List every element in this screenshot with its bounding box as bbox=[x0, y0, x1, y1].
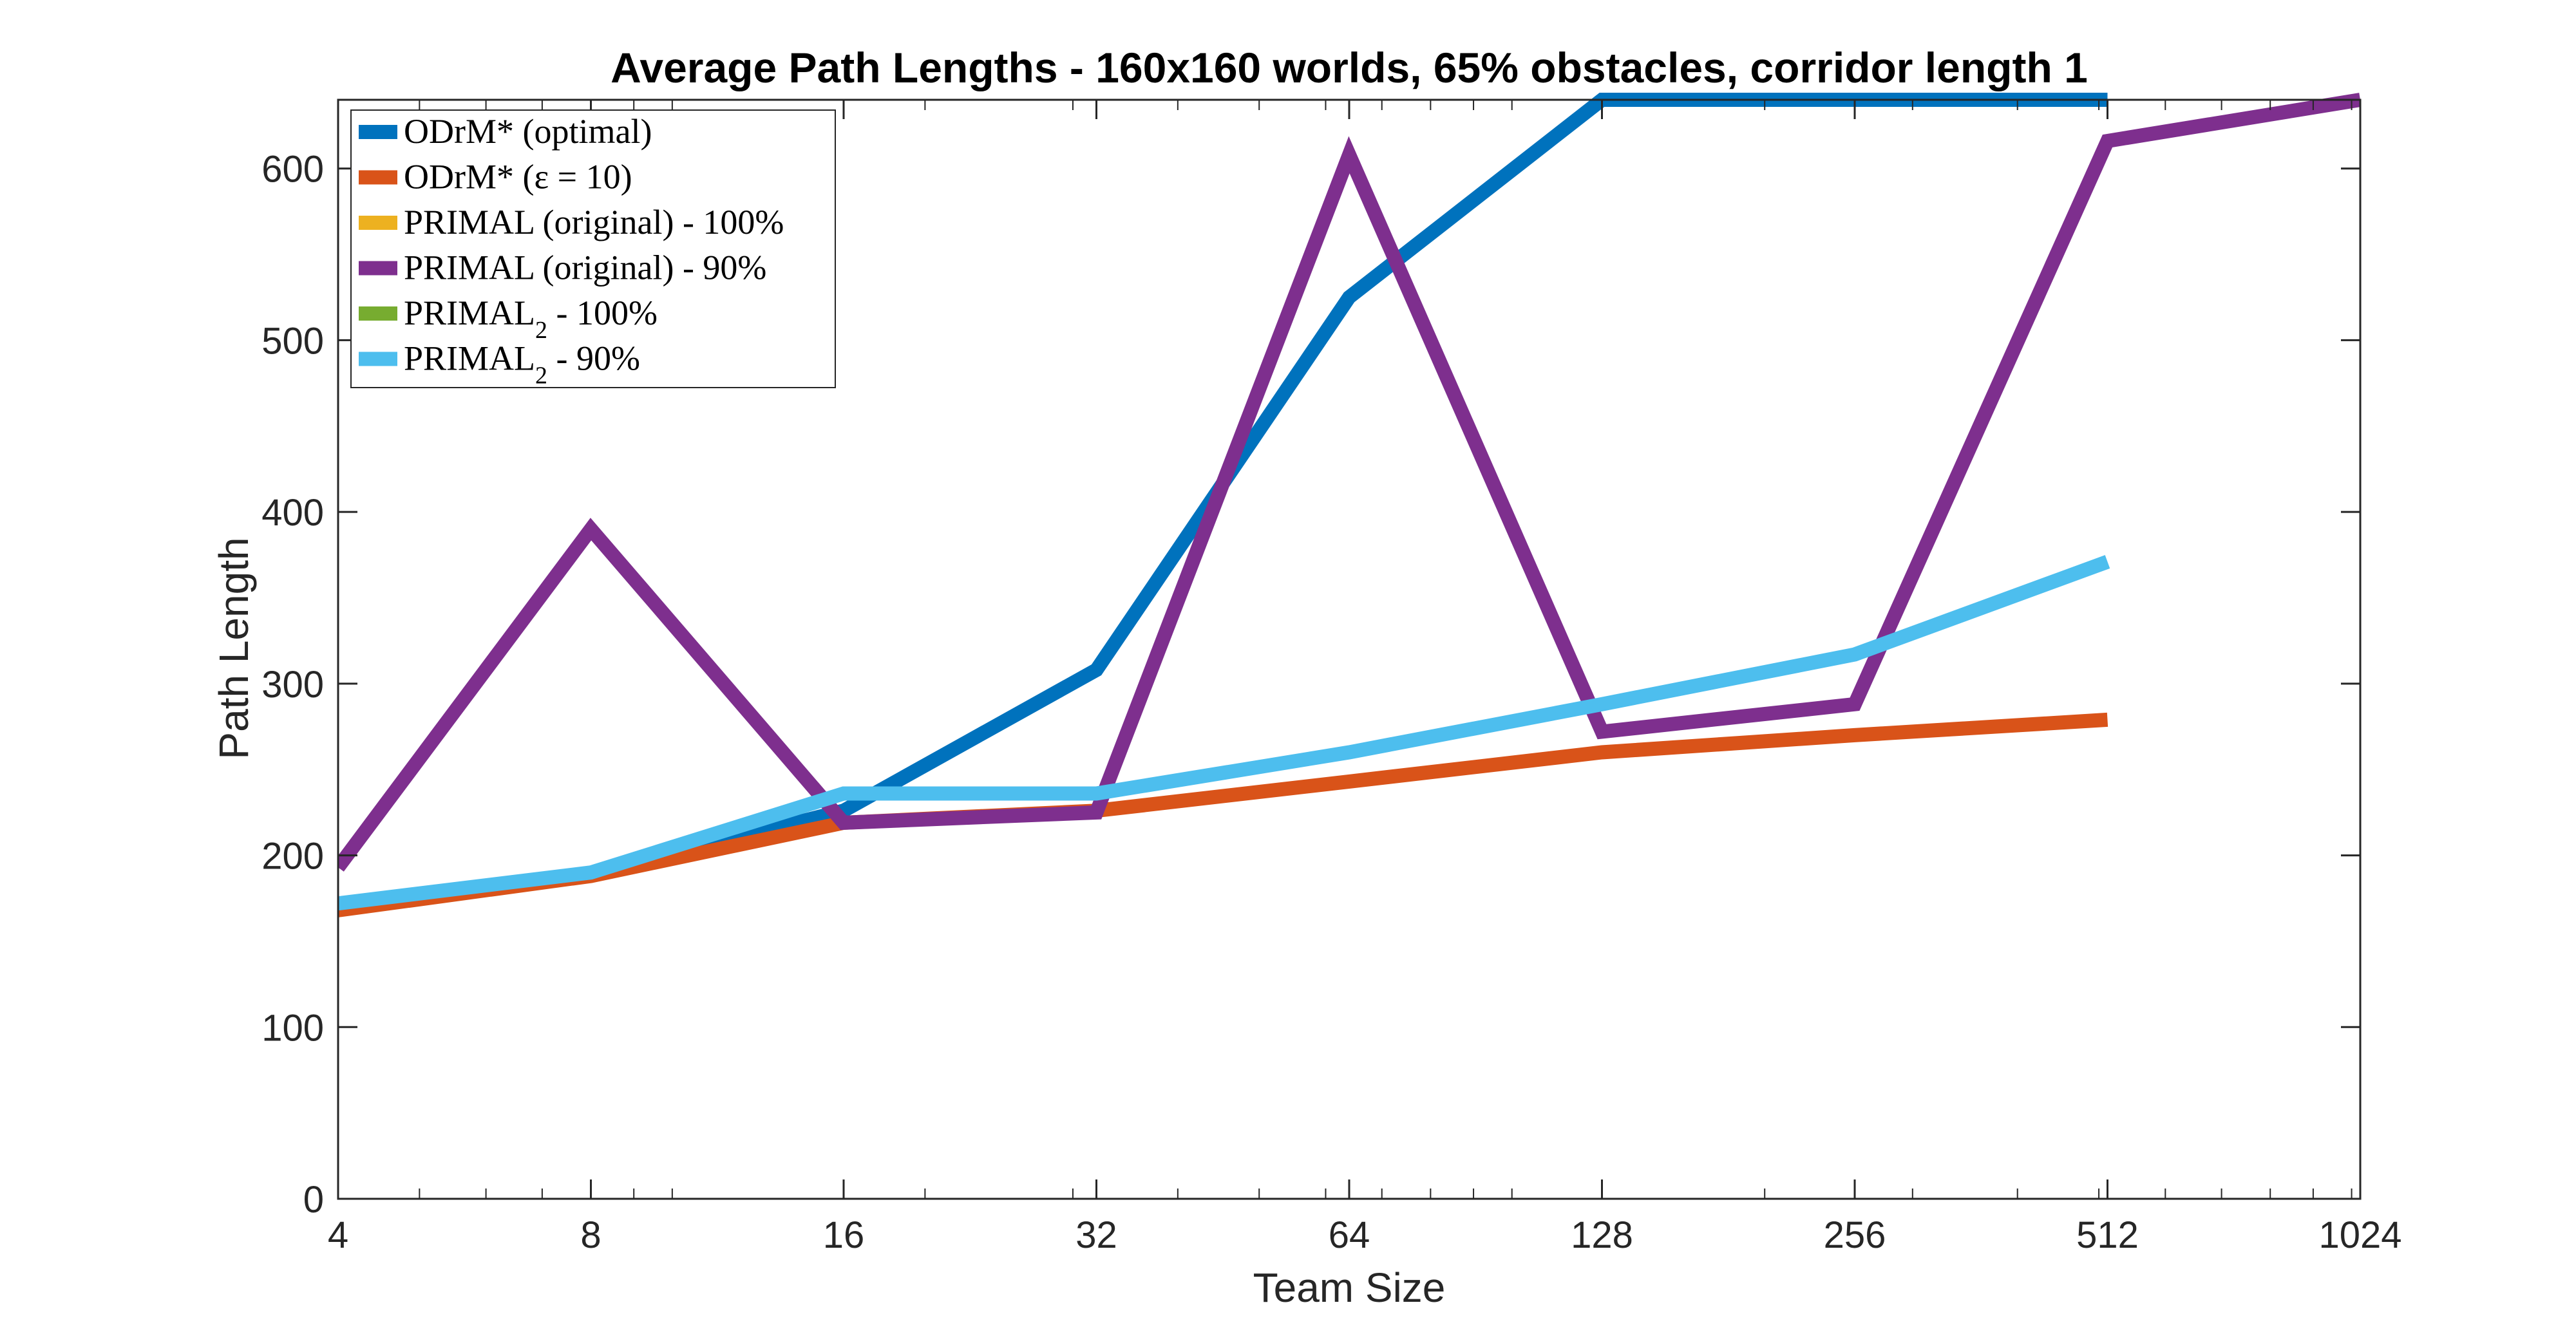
axes: 0 100 200 300 400 500 600 4 8 16 32 64 128 256 512 1024 bbox=[261, 99, 2402, 1256]
legend-label: PRIMAL (original) - 100% bbox=[404, 203, 784, 241]
x-axis-label: Team Size bbox=[1253, 1264, 1446, 1311]
legend-box bbox=[350, 109, 836, 388]
legend-label: ODrM* (optimal) bbox=[404, 112, 652, 151]
legend-label: ODrM* (ε = 10) bbox=[404, 158, 632, 196]
x-tick-label: 512 bbox=[2076, 1214, 2139, 1256]
y-tick-label: 300 bbox=[261, 664, 324, 706]
series-line bbox=[338, 555, 2110, 911]
y-tick-label: 0 bbox=[303, 1179, 324, 1221]
y-tick-label: 200 bbox=[261, 836, 324, 878]
y-tick-label: 100 bbox=[261, 1007, 324, 1049]
legend: ODrM* (optimal) ODrM* (ε = 10) PRIMAL (ori… bbox=[350, 109, 836, 390]
legend-label: PRIMAL2 - 100% bbox=[404, 294, 658, 344]
series-line bbox=[338, 93, 2360, 872]
legend-label: PRIMAL2 - 90% bbox=[404, 339, 640, 390]
y-tick-label: 400 bbox=[261, 492, 324, 534]
x-tick-label: 128 bbox=[1571, 1214, 1633, 1256]
x-tick-label: 4 bbox=[328, 1214, 348, 1256]
chart-title: Average Path Lengths - 160x160 worlds, 6… bbox=[611, 44, 2088, 91]
y-tick-label: 600 bbox=[261, 149, 324, 191]
x-tick-label: 1024 bbox=[2318, 1214, 2401, 1256]
x-tick-label: 16 bbox=[823, 1214, 865, 1256]
x-tick-label: 64 bbox=[1329, 1214, 1370, 1256]
x-tick-label: 256 bbox=[1824, 1214, 1886, 1256]
series-line bbox=[338, 712, 2108, 917]
x-tick-label: 8 bbox=[580, 1214, 601, 1256]
x-tick-label: 32 bbox=[1075, 1214, 1117, 1256]
y-tick-label: 500 bbox=[261, 320, 324, 362]
legend-label: PRIMAL (original) - 90% bbox=[404, 249, 766, 287]
y-axis-label: Path Length bbox=[211, 537, 257, 759]
